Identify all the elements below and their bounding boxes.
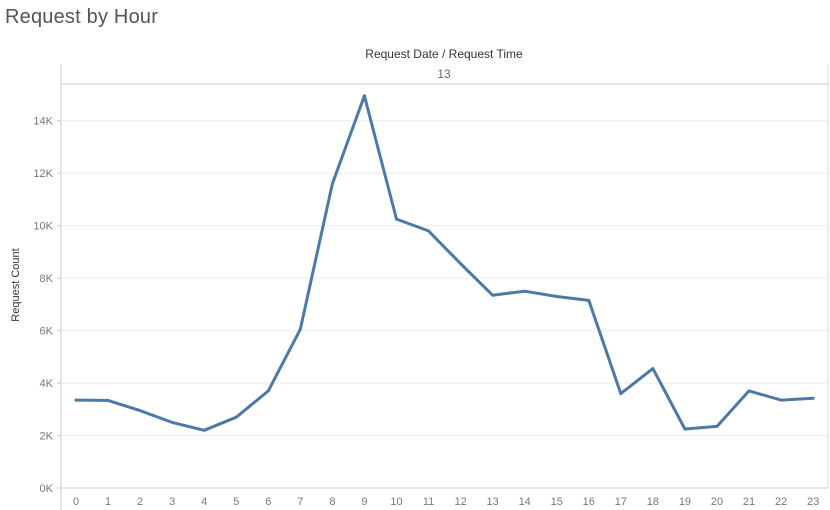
data-point [779,398,783,402]
data-point [427,229,430,233]
x-tick-label: 19 [679,496,691,508]
y-tick-label: 12K [33,168,53,180]
x-tick-label: 1 [105,496,111,508]
data-point [491,293,495,297]
data-point [298,327,302,331]
x-tick-label: 11 [423,496,434,508]
x-tick-label: 18 [647,496,659,508]
data-point [619,392,623,395]
data-point [331,182,334,186]
x-tick-label: 5 [233,496,239,508]
data-point [715,424,719,428]
data-point [523,289,527,293]
y-tick-label: 0K [40,483,54,495]
y-tick-label: 6K [40,326,54,338]
data-point [587,299,591,302]
x-tick-label: 0 [73,496,79,508]
x-tick-label: 15 [551,496,563,508]
data-point [363,94,366,98]
x-axis-ticks: 0 1 2 3 4 5 6 7 8 9 10 11 12 13 14 15 16 17 18 19 20 21 22 23 [73,496,819,508]
y-axis-ticks: 0K 2K 4K 6K 8K 10K 12K 14K [33,116,61,495]
x-tick-label: 21 [743,496,755,508]
x-tick-label: 12 [454,496,466,508]
x-tick-label: 2 [137,496,143,508]
x-tick-label: 20 [711,496,723,508]
header-field-label: Request Date / Request Time [365,47,523,61]
x-tick-label: 7 [297,496,303,508]
x-tick-label: 4 [201,496,207,508]
data-point [234,415,238,419]
data-point [170,421,174,424]
series-line [74,94,815,432]
x-tick-label: 22 [775,496,787,508]
y-tick-label: 14K [33,116,53,128]
data-point [202,428,206,432]
data-point [395,217,398,221]
header-pane-value: 13 [437,67,451,81]
data-point [106,398,110,402]
x-tick-label: 3 [169,496,175,508]
data-point [683,427,687,431]
x-tick-label: 8 [329,496,335,508]
data-point [74,398,78,402]
gridlines [61,120,828,437]
y-tick-label: 4K [40,378,54,390]
data-point [651,367,655,371]
data-point [811,396,815,400]
sheet-title: Request by Hour [5,6,159,28]
data-point [266,389,270,393]
y-tick-label: 10K [33,221,53,233]
x-tick-label: 23 [807,496,819,508]
y-tick-label: 8K [40,273,54,285]
data-point [459,262,462,266]
x-tick-label: 17 [615,496,627,508]
y-tick-label: 2K [40,431,54,443]
y-axis-title: Request Count [10,248,22,321]
data-point [555,295,559,298]
x-tick-label: 13 [487,496,499,508]
x-tick-label: 10 [390,496,402,508]
x-tick-label: 14 [519,496,531,508]
data-point [138,409,142,413]
x-tick-label: 16 [583,496,595,508]
series-group [74,94,815,432]
plot-frame [60,64,829,510]
x-tick-label: 6 [265,496,271,508]
x-tick-label: 9 [361,496,367,508]
data-point [747,389,751,393]
